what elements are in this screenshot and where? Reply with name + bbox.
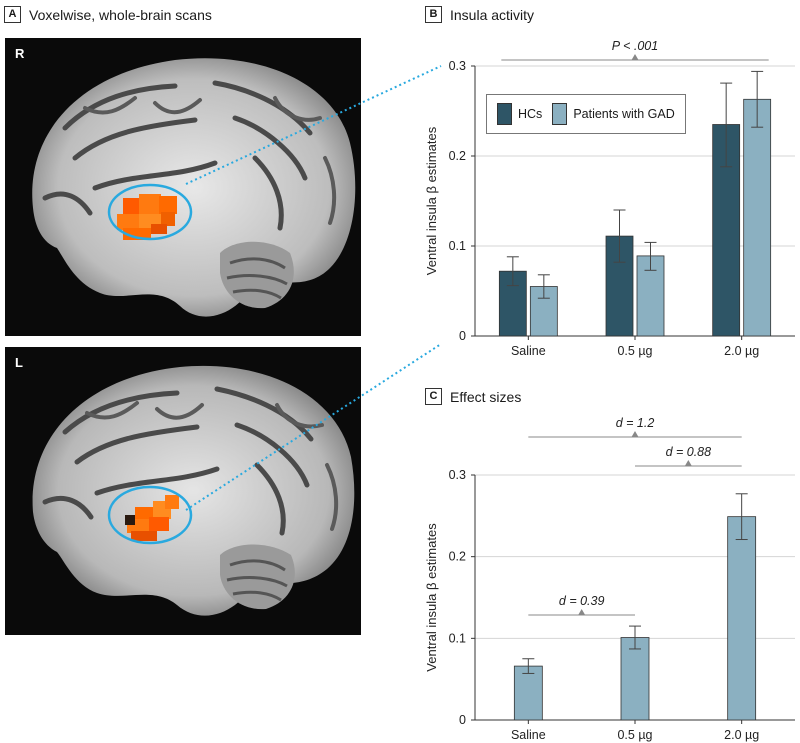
legend-label-gad: Patients with GAD	[573, 107, 675, 121]
annotation-marker	[631, 431, 639, 437]
legend-swatch-gad	[552, 103, 568, 125]
bar-series-0-5-g	[620, 637, 650, 721]
panel-a-header: A Voxelwise, whole-brain scans	[4, 6, 212, 23]
brain-scan-left-image	[32, 365, 355, 616]
x-tick-label-2-0-g: 2.0 µg	[724, 344, 759, 358]
annotation-marker	[631, 54, 639, 60]
brain-scan-right-image	[32, 58, 356, 317]
legend-label-hcs: HCs	[518, 107, 543, 121]
annotation-marker	[578, 609, 586, 615]
brain-scan-left: L	[5, 347, 361, 635]
chart-legend: HCs Patients with GAD	[486, 94, 686, 134]
y-tick-label: 0.2	[449, 149, 466, 163]
y-tick-label: 0.1	[449, 631, 466, 645]
annotation-marker	[684, 460, 692, 466]
annotation-label: d = 0.39	[559, 594, 605, 608]
bar-series-2-0-g	[727, 516, 757, 721]
y-tick-label: 0	[459, 713, 466, 727]
panel-b-header: B Insula activity	[425, 6, 534, 23]
y-axis-label: Ventral insula β estimates	[424, 126, 439, 275]
scan-left-label: L	[15, 355, 23, 370]
y-tick-label: 0	[459, 329, 466, 343]
y-tick-label: 0.3	[449, 59, 466, 73]
legend-item-hcs: HCs	[497, 103, 542, 125]
bar-series-saline	[513, 665, 543, 721]
annotation-label: d = 0.88	[666, 445, 712, 459]
y-tick-label: 0.2	[449, 550, 466, 564]
annotation-label: d = 1.2	[616, 416, 655, 430]
effect-sizes-chart: 0 0.1 0.2 0.3 Saline 0.5 µg 2.0 µg Ventral insu…	[424, 416, 795, 742]
insula-activity-chart: 0 0.1 0.2 0.3 Saline 0.5 µg 2.0 µg Ventral insu…	[424, 39, 795, 358]
panel-a-letter: A	[4, 6, 21, 23]
x-tick-label-saline: Saline	[511, 728, 546, 742]
scan-right-label: R	[15, 46, 25, 61]
panel-c-letter: C	[425, 388, 442, 405]
y-tick-label: 0.3	[449, 468, 466, 482]
y-axis-label: Ventral insula β estimates	[424, 523, 439, 672]
annotation-label: P < .001	[612, 39, 658, 53]
panel-b-letter: B	[425, 6, 442, 23]
panel-a-title: Voxelwise, whole-brain scans	[29, 6, 212, 23]
y-tick-label: 0.1	[449, 239, 466, 253]
x-tick-label-0-5-g: 0.5 µg	[617, 344, 652, 358]
bar-patients-with-gad-2-0-g	[743, 98, 772, 337]
x-tick-label-saline: Saline	[511, 344, 546, 358]
panel-c-title: Effect sizes	[450, 388, 522, 405]
brain-scan-right: R	[5, 38, 361, 336]
legend-swatch-hcs	[497, 103, 512, 125]
x-tick-label-2-0-g: 2.0 µg	[724, 728, 759, 742]
legend-item-gad: Patients with GAD	[552, 103, 675, 125]
panel-c-header: C Effect sizes	[425, 388, 521, 405]
x-tick-label-0-5-g: 0.5 µg	[617, 728, 652, 742]
panel-b-title: Insula activity	[450, 6, 535, 23]
